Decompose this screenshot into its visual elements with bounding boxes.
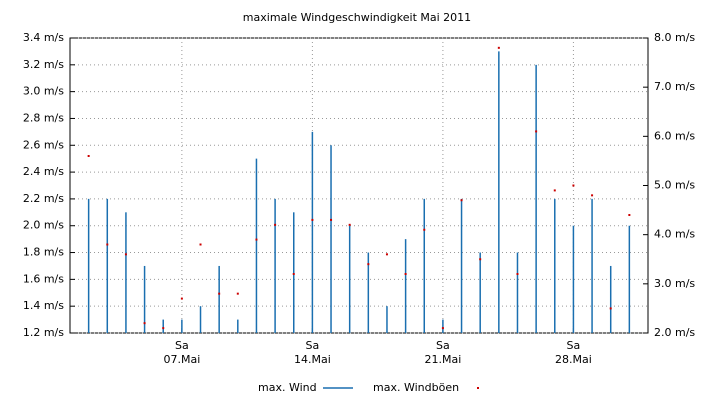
y2-tick-label: 2.0 m/s — [654, 326, 695, 339]
dot — [591, 194, 594, 197]
dot — [441, 327, 444, 330]
x-tick-label: Sa — [175, 339, 189, 352]
y-tick-label: 1.6 m/s — [23, 272, 64, 285]
y2-tick-label: 8.0 m/s — [654, 31, 695, 44]
y2-tick-label: 6.0 m/s — [654, 129, 695, 142]
dot — [385, 253, 388, 256]
y-tick-label: 1.8 m/s — [23, 246, 64, 259]
x-tick-label: Sa — [567, 339, 581, 352]
dot — [330, 218, 333, 221]
dot — [628, 214, 631, 216]
y-tick-label: 2.8 m/s — [23, 111, 64, 124]
chart-title: maximale Windgeschwindigkeit Mai 2011 — [243, 11, 471, 24]
y-tick-label: 2.0 m/s — [23, 219, 64, 232]
dot — [479, 258, 482, 261]
y-tick-label: 2.2 m/s — [23, 192, 64, 205]
dot — [572, 184, 575, 187]
y2-tick-label: 5.0 m/s — [654, 179, 695, 192]
x-tick-label: 14.Mai — [294, 353, 331, 366]
y-tick-label: 2.6 m/s — [23, 138, 64, 151]
dot — [460, 199, 463, 202]
dot — [423, 228, 426, 231]
plot-frame — [69, 37, 649, 334]
dot — [87, 155, 90, 157]
dot — [218, 292, 221, 295]
legend-swatch — [477, 387, 479, 389]
dot — [516, 273, 519, 275]
dot — [609, 307, 612, 310]
dot — [553, 189, 556, 192]
x-tick-label: 21.Mai — [425, 353, 462, 366]
y2-tick-label: 7.0 m/s — [654, 80, 695, 93]
dot — [124, 253, 127, 256]
dot — [143, 322, 146, 325]
dot — [497, 46, 500, 49]
y-tick-label: 3.2 m/s — [23, 58, 64, 71]
y2-tick-label: 3.0 m/s — [654, 277, 695, 290]
y-tick-label: 1.4 m/s — [23, 299, 64, 312]
dot — [348, 223, 351, 226]
dot — [367, 263, 370, 266]
dot — [199, 243, 202, 246]
dot — [535, 130, 538, 133]
x-tick-label: 28.Mai — [555, 353, 592, 366]
y-tick-label: 2.4 m/s — [23, 165, 64, 178]
dot — [311, 218, 314, 221]
legend-label: max. Wind — [258, 381, 317, 394]
x-tick-label: Sa — [436, 339, 450, 352]
dot — [180, 297, 183, 300]
dot — [162, 327, 165, 330]
y-tick-label: 1.2 m/s — [23, 326, 64, 339]
dot — [255, 238, 258, 241]
x-tick-label: Sa — [306, 339, 320, 352]
dot — [106, 243, 109, 246]
dot — [292, 273, 295, 275]
dot — [404, 273, 407, 275]
y-tick-label: 3.4 m/s — [23, 31, 64, 44]
dot — [236, 292, 239, 295]
y-tick-label: 3.0 m/s — [23, 85, 64, 98]
x-tick-label: 07.Mai — [163, 353, 200, 366]
y2-tick-label: 4.0 m/s — [654, 228, 695, 241]
dot — [274, 223, 277, 226]
legend-label: max. Windböen — [373, 381, 459, 394]
